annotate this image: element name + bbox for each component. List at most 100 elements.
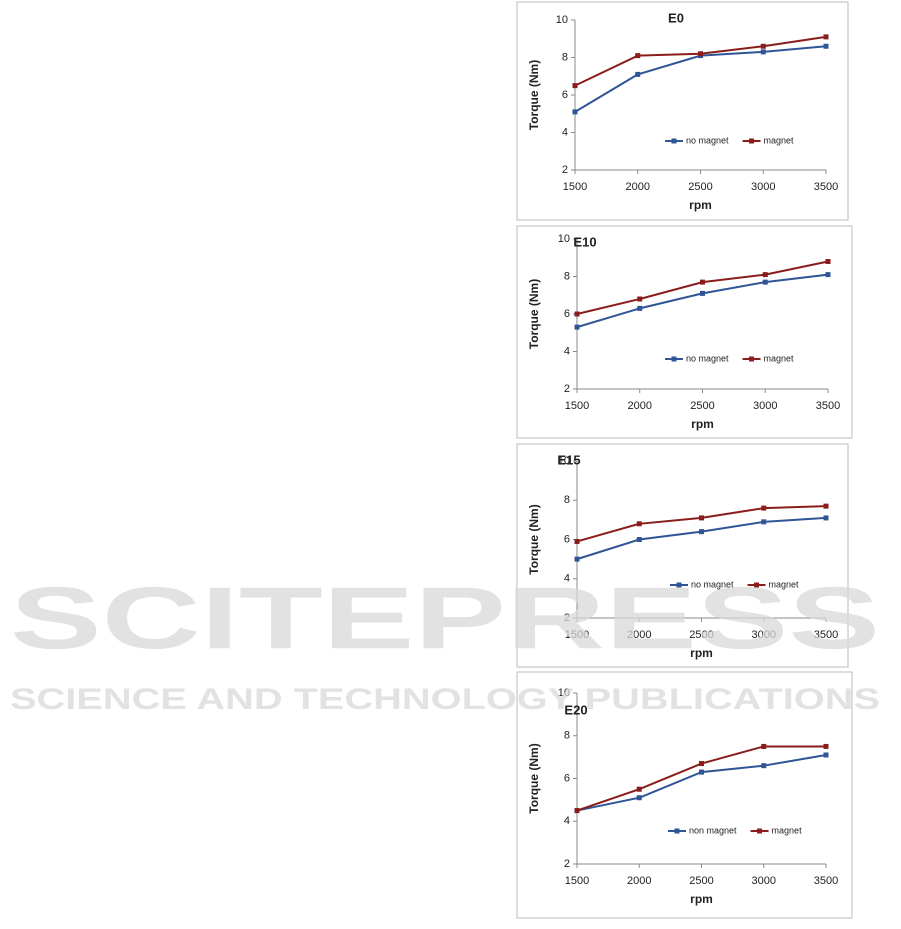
data-point	[823, 743, 829, 749]
x-tick-label: 3000	[753, 400, 777, 412]
y-tick-label: 10	[558, 233, 570, 245]
legend-label: magnet	[764, 353, 795, 363]
data-point	[574, 808, 580, 814]
legend-label: no magnet	[686, 135, 729, 145]
data-point	[823, 503, 829, 509]
y-axis-label: Torque (Nm)	[527, 504, 541, 574]
chart-frame	[516, 1, 849, 221]
data-point	[823, 752, 829, 758]
y-tick-label: 6	[564, 533, 570, 545]
data-point	[761, 763, 767, 769]
x-tick-label: 2500	[689, 875, 713, 887]
x-tick-label: 3500	[814, 875, 838, 887]
data-point	[761, 519, 767, 525]
legend-label: no magnet	[686, 353, 729, 363]
data-point	[760, 49, 766, 55]
chart-title: E15	[557, 452, 580, 467]
legend-marker	[749, 356, 755, 362]
x-axis-label: rpm	[689, 198, 712, 212]
x-tick-label: 1500	[565, 400, 589, 412]
data-point	[823, 34, 829, 40]
data-point	[636, 795, 642, 801]
x-tick-label: 3000	[752, 875, 776, 887]
y-tick-label: 2	[564, 383, 570, 395]
x-tick-label: 2000	[627, 875, 651, 887]
chart: 2 4 6 8 10 1500 2000 2500 3000 3500 E20 rpm Torque (…	[516, 671, 853, 919]
x-tick-label: 3500	[814, 181, 838, 193]
legend-label: magnet	[769, 579, 800, 589]
data-point	[700, 290, 705, 296]
x-tick-label: 2500	[689, 629, 713, 641]
chart-title: E10	[573, 234, 596, 249]
data-point	[572, 109, 578, 115]
y-tick-label: 6	[564, 772, 570, 784]
data-point	[574, 324, 580, 330]
legend-marker	[757, 828, 763, 834]
x-tick-label: 3000	[751, 181, 775, 193]
data-point	[825, 259, 831, 264]
y-axis-label: Torque (Nm)	[527, 60, 541, 130]
chart-title: E20	[564, 702, 587, 717]
data-point	[637, 296, 643, 302]
y-tick-label: 10	[558, 687, 570, 699]
data-point	[636, 521, 642, 527]
data-point	[635, 53, 641, 59]
chart-frame	[516, 225, 853, 439]
x-tick-label: 1500	[565, 875, 589, 887]
y-tick-label: 10	[556, 14, 568, 26]
data-point	[637, 305, 643, 311]
data-point	[761, 743, 767, 749]
data-point	[699, 515, 704, 521]
chart: 2 4 6 8 10 1500 2000 2500 3000 3500 E10 rpm Torque (…	[516, 225, 853, 439]
x-axis-label: rpm	[690, 892, 713, 906]
x-axis-label: rpm	[691, 417, 714, 431]
y-tick-label: 8	[564, 270, 570, 282]
legend-label: non magnet	[689, 825, 737, 835]
y-tick-label: 8	[564, 494, 570, 506]
watermark-title: SCITEPRESS	[10, 568, 880, 667]
legend-marker	[749, 138, 755, 144]
legend-label: no magnet	[691, 579, 734, 589]
data-point	[699, 761, 704, 767]
data-point	[698, 51, 703, 57]
data-point	[761, 505, 767, 511]
legend-marker	[674, 828, 680, 834]
data-point	[699, 529, 704, 535]
data-point	[762, 279, 768, 285]
data-point	[636, 537, 642, 542]
y-tick-label: 4	[562, 126, 568, 138]
data-point	[636, 786, 642, 792]
x-tick-label: 2000	[626, 181, 650, 193]
y-tick-label: 4	[564, 815, 570, 827]
x-tick-label: 3000	[752, 629, 776, 641]
x-tick-label: 3500	[814, 629, 838, 641]
data-point	[823, 43, 829, 49]
watermark-subtitle: SCIENCE AND TECHNOLOGY PUBLICATIONS	[10, 683, 880, 716]
x-tick-label: 1500	[565, 629, 589, 641]
y-axis-label: Torque (Nm)	[527, 743, 541, 813]
chart-title: E0	[668, 10, 684, 25]
x-tick-label: 2000	[627, 629, 651, 641]
data-point	[825, 272, 831, 278]
data-point	[574, 538, 580, 544]
legend-label: magnet	[772, 825, 803, 835]
data-point	[635, 71, 641, 77]
y-tick-label: 2	[562, 164, 568, 176]
y-tick-label: 8	[562, 51, 568, 63]
x-tick-label: 1500	[563, 181, 587, 193]
y-tick-label: 10	[558, 455, 570, 467]
x-tick-label: 2500	[690, 400, 714, 412]
legend-marker	[754, 582, 760, 588]
chart: 2 4 6 8 10 1500 2000 2500 3000 3500 E0 rpm Torque (N…	[516, 1, 849, 221]
data-point	[574, 311, 580, 317]
chart-frame	[516, 443, 849, 668]
data-point	[823, 515, 829, 521]
y-axis-label: Torque (Nm)	[527, 279, 541, 349]
data-point	[700, 279, 705, 285]
y-tick-label: 2	[564, 858, 570, 870]
legend-marker	[671, 138, 677, 144]
chart: 2 4 6 8 10 1500 2000 2500 3000 3500 E15 rpm Torque (…	[516, 443, 849, 668]
x-tick-label: 2000	[628, 400, 652, 412]
legend-marker	[676, 582, 682, 588]
